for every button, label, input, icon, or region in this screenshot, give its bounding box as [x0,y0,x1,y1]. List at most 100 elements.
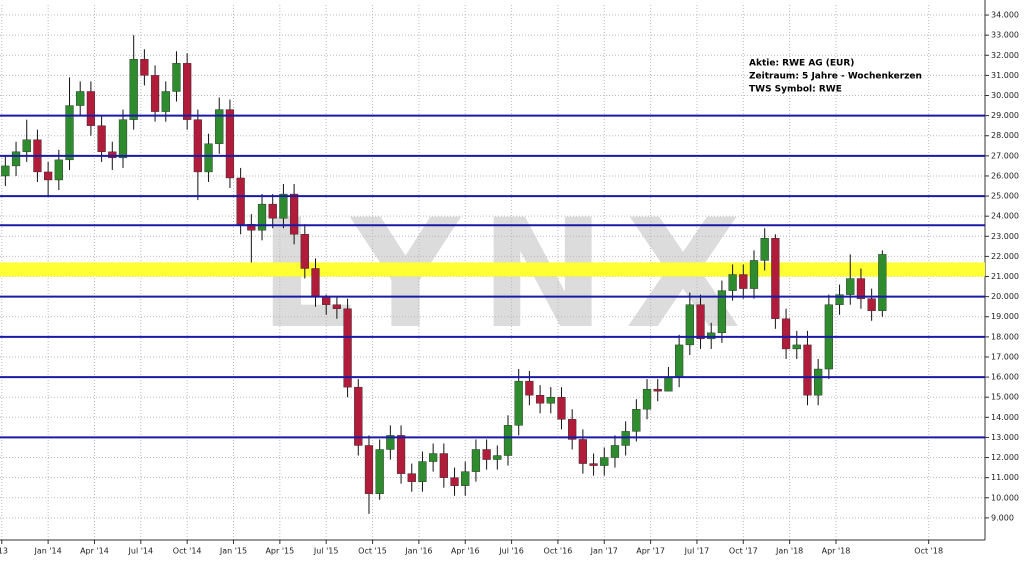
candle-body [386,435,395,450]
y-tick-label: 26.000 [991,171,1019,180]
y-tick-label: 31.000 [991,71,1019,80]
candle-body [279,193,288,219]
candle-body [289,193,299,235]
candle-body [685,304,694,346]
candle-body [578,439,587,464]
candle-body [632,409,641,432]
candle-body [65,105,74,161]
candle-body [610,445,620,458]
x-tick-label: Jul '14 [128,547,154,556]
candle-body [76,91,85,106]
candle-body [332,304,342,309]
candle-body [781,318,791,350]
x-tick-label: Apr '17 [636,547,665,556]
y-tick-label: 11.000 [991,473,1019,482]
x-tick-label: '13 [0,547,8,556]
candle-body [257,203,267,231]
annotation: Aktie: RWE AG (EUR) [749,59,854,69]
y-tick-label: 27.000 [991,151,1019,160]
x-tick-label: Jan '15 [219,547,247,556]
y-tick-label: 21.000 [991,272,1019,281]
candle-body [429,453,438,462]
candle-body [546,396,555,404]
y-tick-label: 25.000 [991,192,1019,201]
y-tick-label: 34.000 [991,11,1019,20]
y-tick-label: 30.000 [991,91,1019,100]
candle-body [247,224,256,231]
candle-body [311,268,320,297]
y-tick-label: 18.000 [991,332,1019,341]
candle-body [461,471,470,486]
candle-body [600,457,609,466]
y-tick-label: 28.000 [991,131,1019,140]
candle-body [161,91,170,112]
x-tick-label: Apr '15 [265,547,294,556]
y-tick-label: 19.000 [991,312,1019,321]
x-tick-label: Jan '16 [404,547,432,556]
candle-body [225,109,235,179]
candle-body [140,59,149,76]
y-tick-label: 33.000 [991,31,1019,40]
y-tick-label: 32.000 [991,51,1019,60]
x-tick-label: Oct '14 [173,547,202,556]
candle-body [878,254,887,311]
x-tick-label: Jan '18 [775,547,803,556]
x-tick-label: Apr '16 [451,547,480,556]
candle-body [749,260,759,289]
candle-body [439,453,448,478]
x-tick-label: Jan '17 [590,547,618,556]
x-tick-label: Oct '18 [914,547,943,556]
candle-body [557,396,566,420]
candle-body [717,290,727,334]
x-tick-label: Jul '15 [313,547,339,556]
candle-body [108,151,117,159]
candle-body [856,278,866,299]
candle-body [482,449,491,460]
x-tick-label: Oct '17 [729,547,758,556]
candle-body [22,139,31,153]
candle-body [846,278,855,295]
y-tick-label: 29.000 [991,111,1019,120]
candle-body [322,296,331,305]
candle-body [696,304,705,340]
x-tick-label: Jan '14 [33,547,61,556]
candle-body [418,461,427,482]
y-tick-label: 16.000 [991,373,1019,382]
candle-body [183,63,192,120]
candle-body [621,431,630,446]
x-tick-label: Oct '16 [544,547,573,556]
candle-body [193,119,202,173]
annotation: Zeitraum: 5 Jahre - Wochenkerzen [749,72,922,82]
candle-body [792,344,801,350]
candle-body [835,294,844,305]
candle-body [771,238,780,319]
candle-body [364,445,374,494]
candle-body [803,344,812,396]
candle-body [642,388,652,410]
candle-body [44,171,53,181]
candle-body [525,380,534,396]
candle-body [589,463,598,466]
candle-body [86,91,96,126]
y-tick-label: 22.000 [991,252,1019,261]
candle-body [664,376,673,392]
candle-body [354,386,363,446]
x-tick-label: Apr '14 [80,547,109,556]
annotation: TWS Symbol: RWE [749,85,842,95]
candle-body [97,125,106,153]
candle-body [728,274,737,291]
y-tick-label: 20.000 [991,292,1019,301]
y-tick-label: 9.000 [991,513,1014,522]
candle-body [535,394,545,404]
y-tick-label: 17.000 [991,352,1019,361]
candle-body [375,449,384,494]
candle-body [118,119,128,159]
candle-body [54,159,63,181]
candle-body [215,109,224,144]
candle-body [867,298,876,311]
y-tick-label: 12.000 [991,453,1019,462]
candle-body [236,177,245,225]
candle-body [450,477,459,486]
candle-body [503,425,513,456]
